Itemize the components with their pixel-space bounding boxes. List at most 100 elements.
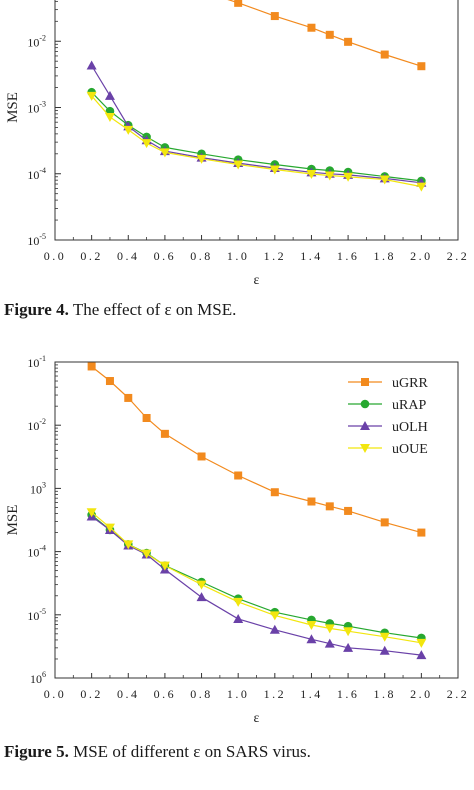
fig4-series-group	[86, 0, 427, 192]
fig4-ugrr-point	[270, 12, 279, 21]
fig5-legend-uoue-label: uOUE	[392, 442, 428, 457]
figure-4-caption: Figure 4. The effect of ε on MSE.	[4, 300, 236, 320]
fig5-y-tick-label: 10-1	[27, 354, 46, 370]
fig4-x-tick-label: 0.6	[154, 249, 177, 263]
fig5-x-tick-label: 1.0	[227, 687, 250, 701]
fig5-legend-urap-label: uRAP	[392, 398, 426, 413]
figure-5-label: Figure 5.	[4, 742, 69, 761]
fig5-y-tick-label: 10-5	[27, 607, 46, 623]
fig5-ugrr-point	[307, 497, 316, 506]
fig5-ugrr-point	[105, 377, 114, 386]
fig4-x-tick-label: 0.0	[44, 249, 67, 263]
fig5-x-tick-label: 0.4	[117, 687, 140, 701]
fig4-uoue-point	[343, 172, 354, 182]
fig5-x-tick-label: 2.2	[447, 687, 470, 701]
fig5-x-tick-label: 2.0	[410, 687, 433, 701]
fig4-y-tick-label: 10-4	[27, 166, 46, 182]
fig4-x-tick-label: 1.0	[227, 249, 250, 263]
fig5-uoue-point	[104, 523, 115, 533]
fig5-ugrr-point	[380, 518, 389, 527]
fig4-x-tick-label: 0.4	[117, 249, 140, 263]
fig4-y-tick-label: 10-2	[27, 33, 46, 49]
fig4-x-tick-label: 1.4	[300, 249, 323, 263]
fig5-legend-uoue-marker	[360, 444, 370, 453]
fig5-uolh-point	[306, 634, 317, 644]
fig5-ugrr-point	[270, 488, 279, 497]
fig5-uolh-point	[324, 638, 335, 648]
fig5-x-tick-label: 1.2	[264, 687, 287, 701]
fig4-uolh-line	[91, 65, 422, 184]
fig5-uoue-point	[343, 627, 354, 637]
fig4-uoue-point	[269, 165, 280, 175]
fig5-uoue-point	[269, 611, 280, 621]
fig5-x-axis: 0.0 0.2 0.4 0.6 0.8 1.0 1.2 1.4 1.6 1.8 2.0 2.2	[44, 673, 470, 701]
fig5-y-axis: 106 10-5 10-4 103 10-2 10-1	[27, 354, 61, 686]
figure-5-chart: 0.0 0.2 0.4 0.6 0.8 1.0 1.2 1.4 1.6 1.8 2.0 2.21061…	[5, 354, 470, 726]
fig5-x-tick-label: 0.2	[80, 687, 103, 701]
fig5-y-tick-label: 10-4	[27, 544, 46, 560]
fig5-uoue-point	[141, 549, 152, 559]
fig4-x-axis: 0.0 0.2 0.4 0.6 0.8 1.0 1.2 1.4 1.6 1.8 2.0 2.2	[44, 235, 470, 263]
fig5-ugrr-point	[142, 413, 151, 422]
fig5-uoue-point	[86, 508, 97, 518]
fig4-ugrr-point	[307, 23, 316, 32]
fig5-y-axis-label: MSE	[5, 505, 21, 536]
fig5-x-tick-label: 1.6	[337, 687, 360, 701]
fig5-uoue-line	[91, 511, 422, 644]
fig5-x-tick-label: 0.0	[44, 687, 67, 701]
fig4-y-axis: 10-5 10-4 10-3 10-2	[27, 0, 61, 248]
figure-5-caption-text: MSE of different ε on SARS virus.	[73, 742, 311, 761]
figure-5-caption: Figure 5. MSE of different ε on SARS vir…	[4, 742, 311, 762]
fig5-ugrr-point	[87, 362, 96, 371]
fig4-ugrr-point	[234, 0, 243, 7]
fig5-legend-ugrr-marker	[361, 378, 369, 386]
fig4-uoue-point	[379, 175, 390, 185]
fig5-uoue-point	[379, 632, 390, 642]
fig4-uoue-point	[86, 91, 97, 101]
fig4-ugrr-point	[417, 62, 426, 71]
fig5-uolh-point	[379, 645, 390, 655]
fig4-x-tick-label: 2.0	[410, 249, 433, 263]
fig4-uoue-point	[123, 125, 134, 135]
figure-4-label: Figure 4.	[4, 300, 69, 319]
fig4-y-axis-label: MSE	[5, 92, 21, 123]
fig5-urap-line	[91, 514, 422, 639]
fig5-uolh-point	[343, 642, 354, 652]
fig5-uolh-point	[269, 624, 280, 634]
fig5-legend-uolh-marker	[360, 421, 370, 430]
fig5-legend: uGRR uRAP uOLH uOUE	[348, 376, 428, 457]
figure-4-caption-text: The effect of ε on MSE.	[72, 300, 237, 319]
fig4-plot-frame	[54, 0, 459, 241]
fig5-x-tick-label: 0.8	[190, 687, 213, 701]
fig4-uoue-line	[91, 95, 422, 188]
fig4-uoue-point	[196, 154, 207, 164]
fig4-y-tick-label: 10-5	[27, 232, 46, 248]
fig4-x-tick-label: 0.8	[190, 249, 213, 263]
figure-4-chart: 0.0 0.2 0.4 0.6 0.8 1.0 1.2 1.4 1.6 1.8 2.0 2.2 10-5…	[5, 0, 470, 288]
fig5-legend-urap-marker	[360, 399, 370, 409]
fig4-ugrr-point	[325, 30, 334, 39]
fig5-uoue-point	[123, 540, 134, 550]
fig4-x-tick-label: 2.2	[447, 249, 470, 263]
fig5-ugrr-point	[234, 471, 243, 480]
fig5-ugrr-point	[160, 429, 169, 438]
fig5-y-tick-label: 10-2	[27, 417, 46, 433]
fig5-uoue-point	[233, 597, 244, 607]
fig5-ugrr-point	[124, 393, 133, 402]
fig5-ugrr-point	[197, 452, 206, 461]
fig5-y-tick-label: 106	[30, 670, 46, 686]
fig5-x-axis-label: ε	[254, 711, 260, 726]
fig4-x-tick-label: 1.2	[264, 249, 287, 263]
fig5-x-tick-label: 1.8	[373, 687, 396, 701]
fig5-x-tick-label: 0.6	[154, 687, 177, 701]
fig5-uoue-point	[416, 638, 427, 648]
fig4-uoue-point	[416, 182, 427, 192]
fig4-ugrr-point	[380, 50, 389, 59]
fig4-uolh-point	[104, 90, 115, 100]
fig5-uolh-point	[233, 613, 244, 623]
fig5-plot-frame	[54, 361, 459, 679]
fig4-x-tick-label: 1.6	[337, 249, 360, 263]
fig4-x-axis-label: ε	[254, 273, 260, 288]
fig4-uoue-point	[306, 170, 317, 180]
fig5-ugrr-point	[417, 528, 426, 537]
